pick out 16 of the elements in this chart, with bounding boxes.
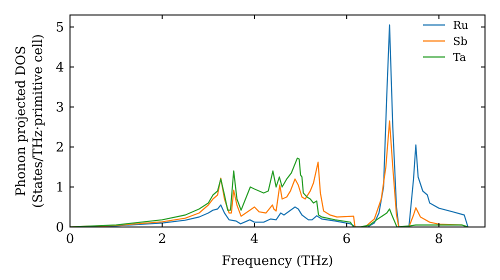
x-tick-label: 6 [342, 232, 351, 247]
x-tick-label: 4 [250, 232, 259, 247]
legend-label: Ru [453, 19, 468, 32]
legend-label: Ta [453, 51, 466, 64]
legend-label: Sb [453, 35, 468, 48]
y-axis-title: Phonon projected DOS (States/THz·primitive cell) [14, 34, 46, 208]
x-axis-title: Frequency (THz) [222, 254, 334, 269]
x-tick-label: 0 [66, 232, 74, 247]
x-tick-label: 2 [158, 232, 166, 247]
y-tick-label: 0 [56, 220, 64, 236]
y-tick-label: 5 [56, 20, 64, 36]
y-tick-label: 3 [56, 100, 64, 116]
y-tick-label: 1 [56, 180, 64, 196]
x-tick-label: 8 [434, 232, 444, 247]
y-tick-label: 4 [56, 60, 64, 76]
y-tick-label: 2 [56, 140, 64, 156]
